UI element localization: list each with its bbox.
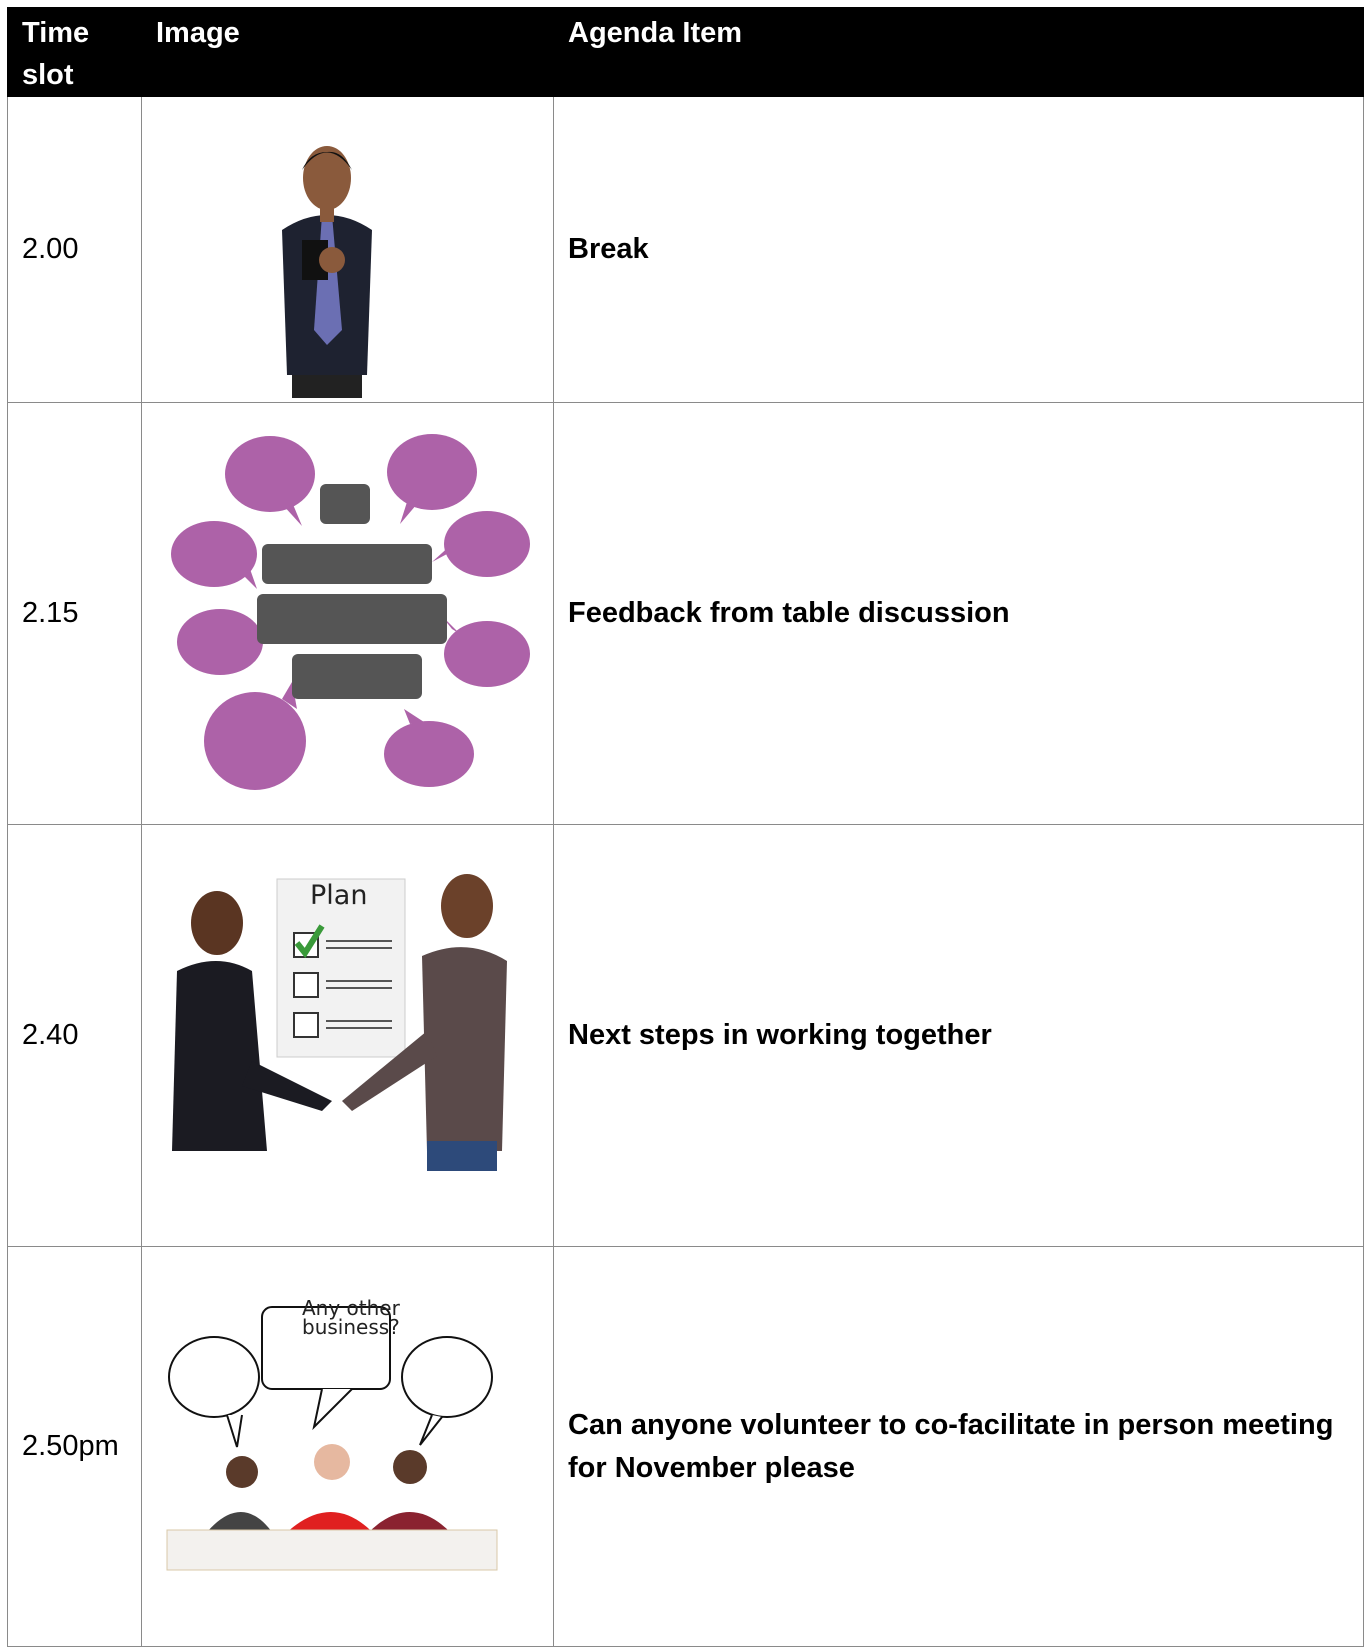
time-cell: 2.50pm (7, 1246, 142, 1647)
item-cell: Break (553, 96, 1364, 403)
agenda-row: 2.50pm Any other business? (7, 1246, 1364, 1647)
image-caption: Plan (310, 880, 368, 911)
image-cell: Plan (141, 824, 554, 1247)
time-cell: 2.40 (7, 824, 142, 1247)
agenda-row: 2.40 Plan (7, 824, 1364, 1247)
header-row: Time slot Image Agenda Item (7, 7, 1364, 97)
plan-illustration (172, 873, 507, 1171)
time-cell: 2.15 (7, 402, 142, 825)
header-cell: Time slot (7, 7, 142, 97)
image-caption: Any other business? (302, 1296, 400, 1339)
header-cell: Agenda Item (553, 7, 1364, 97)
header-cell: Image (141, 7, 554, 97)
item-cell: Feedback from table discussion (553, 402, 1364, 825)
image-cell (141, 402, 554, 825)
discussion-illustration (171, 433, 530, 790)
agenda-table: Time slot Image Agenda Item 2.00 Break 2… (7, 7, 1364, 1647)
image-cell (141, 96, 554, 403)
aob-illustration (166, 1305, 498, 1570)
item-cell: Next steps in working together (553, 824, 1364, 1247)
agenda-row: 2.00 Break (7, 96, 1364, 403)
break-illustration (282, 145, 372, 398)
image-cell: Any other business? (141, 1246, 554, 1647)
time-cell: 2.00 (7, 96, 142, 403)
item-cell: Can anyone volunteer to co-facilitate in… (553, 1246, 1364, 1647)
agenda-row: 2.15 (7, 402, 1364, 825)
